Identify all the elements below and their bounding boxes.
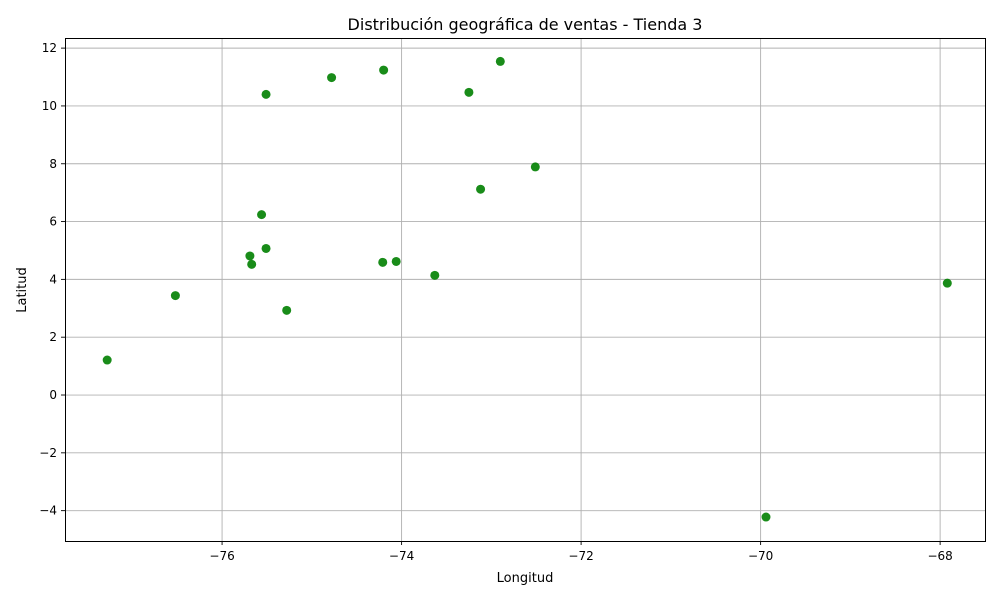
y-tick-label: 10 — [42, 99, 57, 113]
y-axis-label: Latitud — [15, 267, 30, 313]
y-tick-label: −4 — [39, 504, 57, 518]
data-point — [261, 243, 271, 253]
y-tick-label: 8 — [49, 157, 57, 171]
data-points — [102, 56, 952, 522]
data-point — [379, 65, 389, 75]
data-point — [102, 355, 112, 365]
data-point — [464, 87, 474, 97]
y-tick-label: 0 — [49, 388, 57, 402]
data-point — [430, 270, 440, 280]
x-tick-label: −72 — [568, 549, 593, 563]
data-point — [476, 184, 486, 194]
y-tick-label: −2 — [39, 446, 57, 460]
x-tick-label: −76 — [209, 549, 234, 563]
data-point — [257, 210, 267, 220]
y-tick-label: 12 — [42, 41, 57, 55]
data-point — [261, 89, 271, 99]
data-point — [391, 256, 401, 266]
axis-ticks: −76 −74 −72 −70 −68 −4 −2 0 2 4 6 8 10 12 — [39, 41, 952, 563]
y-tick-label: 6 — [49, 215, 57, 229]
data-point — [942, 278, 952, 288]
data-point — [378, 257, 388, 267]
x-tick-label: −68 — [927, 549, 952, 563]
y-tick-label: 4 — [49, 272, 57, 286]
data-point — [282, 305, 292, 315]
data-point — [495, 56, 505, 66]
data-point — [761, 512, 771, 522]
data-point — [530, 162, 540, 172]
grid — [65, 38, 985, 541]
x-tick-label: −70 — [748, 549, 773, 563]
plot-frame — [65, 38, 986, 542]
data-point — [245, 251, 255, 261]
data-point — [247, 259, 257, 269]
x-axis-label: Longitud — [497, 571, 554, 586]
y-tick-label: 2 — [49, 330, 57, 344]
x-tick-label: −74 — [389, 549, 414, 563]
data-point — [327, 73, 337, 83]
chart-title: Distribución geográfica de ventas - Tien… — [348, 15, 703, 34]
data-point — [170, 291, 180, 301]
